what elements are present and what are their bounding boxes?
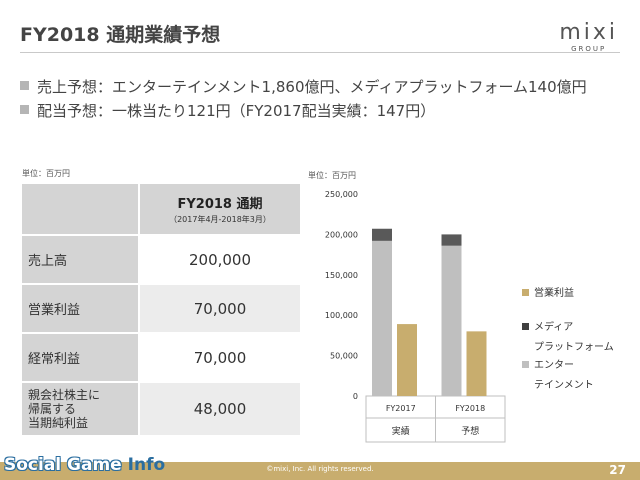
table-header-title: FY2018 通期 [177,197,263,212]
bullet-square-icon [20,105,29,114]
chart-unit-label: 単位：百万円 [308,171,356,180]
page-title: FY2018 通期業績予想 [20,24,221,46]
table-row: 営業利益 70,000 [20,283,302,334]
copyright-text: ©mixi, Inc. All rights reserved. [266,465,374,473]
logo-sub: GROUP [571,45,607,53]
y-tick-label: 100,000 [325,311,358,320]
watermark-part: Social Game [4,455,128,475]
stacked-bar-segment [372,240,392,396]
table-row: 親会社株主に 帰属する 当期純利益 48,000 [20,381,302,437]
y-tick-label: 200,000 [325,230,358,239]
table-row: 売上高 200,000 [20,234,302,285]
row-label: 営業利益 [20,283,140,334]
legend-swatch [522,361,529,368]
page-number: 27 [609,463,626,477]
bullet-dividend-forecast: 配当予想：一株当たり121円（FY2017配当実績：147円） [20,100,435,121]
row-value: 70,000 [138,283,302,334]
row-label-line: 帰属する [28,402,77,416]
table-header-row: FY2018 通期 （2017年4月-2018年3月） [20,182,302,236]
row-label: 親会社株主に 帰属する 当期純利益 [20,381,140,437]
row-label: 売上高 [20,234,140,285]
y-tick-label: 50,000 [330,352,358,361]
category-label: FY2017 [386,404,416,413]
forecast-table: FY2018 通期 （2017年4月-2018年3月） 売上高 200,000 … [20,182,302,437]
row-label: 経常利益 [20,332,140,383]
bullet-text: 売上予想：エンターテインメント1,860億円、メディアプラットフォーム140億円 [37,78,587,96]
bullet-revenue-forecast: 売上予想：エンターテインメント1,860億円、メディアプラットフォーム140億円 [20,76,587,97]
y-tick-label: 0 [353,392,358,401]
watermark-part: Info [127,455,166,475]
revenue-stacked-bar-chart: 0 50,000 100,000 150,000 200,000 250,000 FY201… [325,190,614,443]
operating-profit-bar [466,331,487,396]
title-divider [20,52,620,53]
legend-label: プラットフォーム [534,341,614,353]
operating-profit-bar [397,324,417,396]
table-row: 経常利益 70,000 [20,332,302,383]
table-unit-label: 単位：百万円 [22,169,70,178]
logo-word: mixi [559,20,618,45]
legend-swatch [522,289,529,296]
y-tick-label: 150,000 [325,271,358,280]
mixi-group-logo: mixi GROUP [559,22,618,54]
row-label-line: 当期純利益 [28,416,89,430]
legend-label: 営業利益 [534,286,574,299]
table-header-period: （2017年4月-2018年3月） [169,215,271,224]
stacked-bar-segment [441,245,462,396]
social-game-info-watermark: Social Game Info [4,455,165,475]
category-sublabel: 実績 [392,425,410,437]
legend-swatch [522,323,529,330]
stacked-bar-segment [372,228,392,241]
row-value: 48,000 [138,381,302,437]
row-label-line: 親会社株主に [28,388,101,402]
category-label: FY2018 [455,404,485,413]
y-tick-label: 250,000 [325,190,358,199]
bullet-text: 配当予想：一株当たり121円（FY2017配当実績：147円） [37,102,436,120]
category-sublabel: 予想 [461,425,479,437]
stacked-bar-segment [441,234,462,246]
legend-label: エンター [534,359,574,371]
table-header-blank [20,182,140,236]
row-value: 200,000 [138,234,302,285]
bullet-square-icon [20,81,29,90]
row-value: 70,000 [138,332,302,383]
legend-label: テインメント [534,380,594,391]
footer-bar [0,462,640,480]
table-header-cell: FY2018 通期 （2017年4月-2018年3月） [138,182,302,236]
legend-label: メディア [534,320,573,333]
